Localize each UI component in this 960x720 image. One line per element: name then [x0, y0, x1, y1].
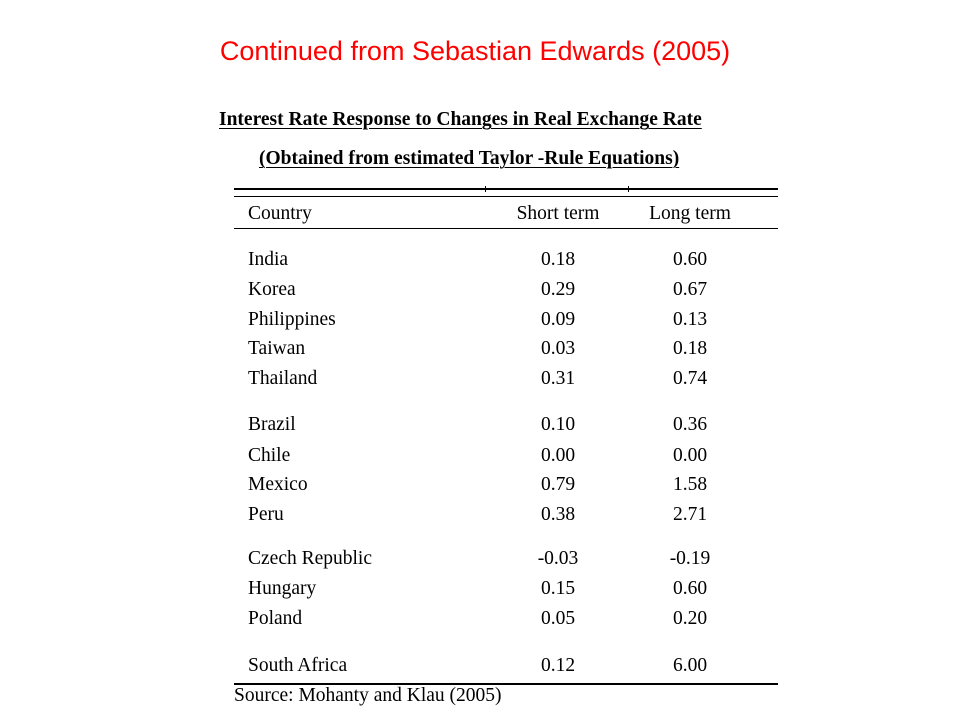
table-caption-title: Interest Rate Response to Changes in Rea… — [219, 109, 702, 130]
row-country: Korea — [248, 279, 296, 300]
row-long-term: -0.19 — [669, 548, 711, 569]
row-country: Taiwan — [248, 338, 306, 359]
row-short-term: 0.29 — [540, 279, 576, 300]
row-long-term: 0.13 — [672, 309, 708, 330]
row-country: Thailand — [248, 368, 318, 389]
row-country: Philippines — [248, 309, 336, 330]
row-long-term: 0.18 — [672, 338, 708, 359]
row-short-term: 0.79 — [540, 474, 576, 495]
row-country: South Africa — [248, 655, 348, 676]
row-country: Brazil — [248, 414, 296, 435]
row-long-term: 0.74 — [672, 368, 708, 389]
row-long-term: 0.00 — [672, 445, 708, 466]
slide-title: Continued from Sebastian Edwards (2005) — [219, 36, 731, 66]
row-country: India — [248, 249, 289, 270]
row-country: Poland — [248, 608, 303, 629]
row-long-term: 0.60 — [672, 578, 708, 599]
row-long-term: 2.71 — [672, 504, 708, 525]
row-country: Chile — [248, 445, 291, 466]
table-bottom-rule — [234, 683, 778, 685]
row-short-term: -0.03 — [537, 548, 579, 569]
table-top-rule-secondary — [234, 196, 778, 197]
header-short-term: Short term — [516, 203, 600, 224]
row-long-term: 0.20 — [672, 608, 708, 629]
row-short-term: 0.15 — [540, 578, 576, 599]
row-short-term: 0.31 — [540, 368, 576, 389]
column-tick-mark — [628, 186, 629, 192]
header-bottom-rule — [234, 228, 778, 229]
row-long-term: 0.60 — [672, 249, 708, 270]
row-country: Peru — [248, 504, 284, 525]
row-short-term: 0.09 — [540, 309, 576, 330]
row-short-term: 0.00 — [540, 445, 576, 466]
row-country: Mexico — [248, 474, 308, 495]
table-source-note: Source: Mohanty and Klau (2005) — [234, 685, 502, 706]
table-top-rule — [234, 188, 778, 190]
table-caption-subtitle: (Obtained from estimated Taylor -Rule Eq… — [259, 148, 680, 169]
header-long-term: Long term — [649, 203, 731, 224]
row-short-term: 0.38 — [540, 504, 576, 525]
row-long-term: 1.58 — [672, 474, 708, 495]
row-short-term: 0.10 — [540, 414, 576, 435]
row-short-term: 0.18 — [540, 249, 576, 270]
row-country: Hungary — [248, 578, 317, 599]
header-country: Country — [248, 203, 312, 224]
row-short-term: 0.05 — [540, 608, 576, 629]
row-short-term: 0.12 — [540, 655, 576, 676]
row-long-term: 6.00 — [672, 655, 708, 676]
column-tick-mark — [485, 186, 486, 192]
row-long-term: 0.67 — [672, 279, 708, 300]
row-short-term: 0.03 — [540, 338, 576, 359]
row-long-term: 0.36 — [672, 414, 708, 435]
row-country: Czech Republic — [248, 548, 372, 569]
